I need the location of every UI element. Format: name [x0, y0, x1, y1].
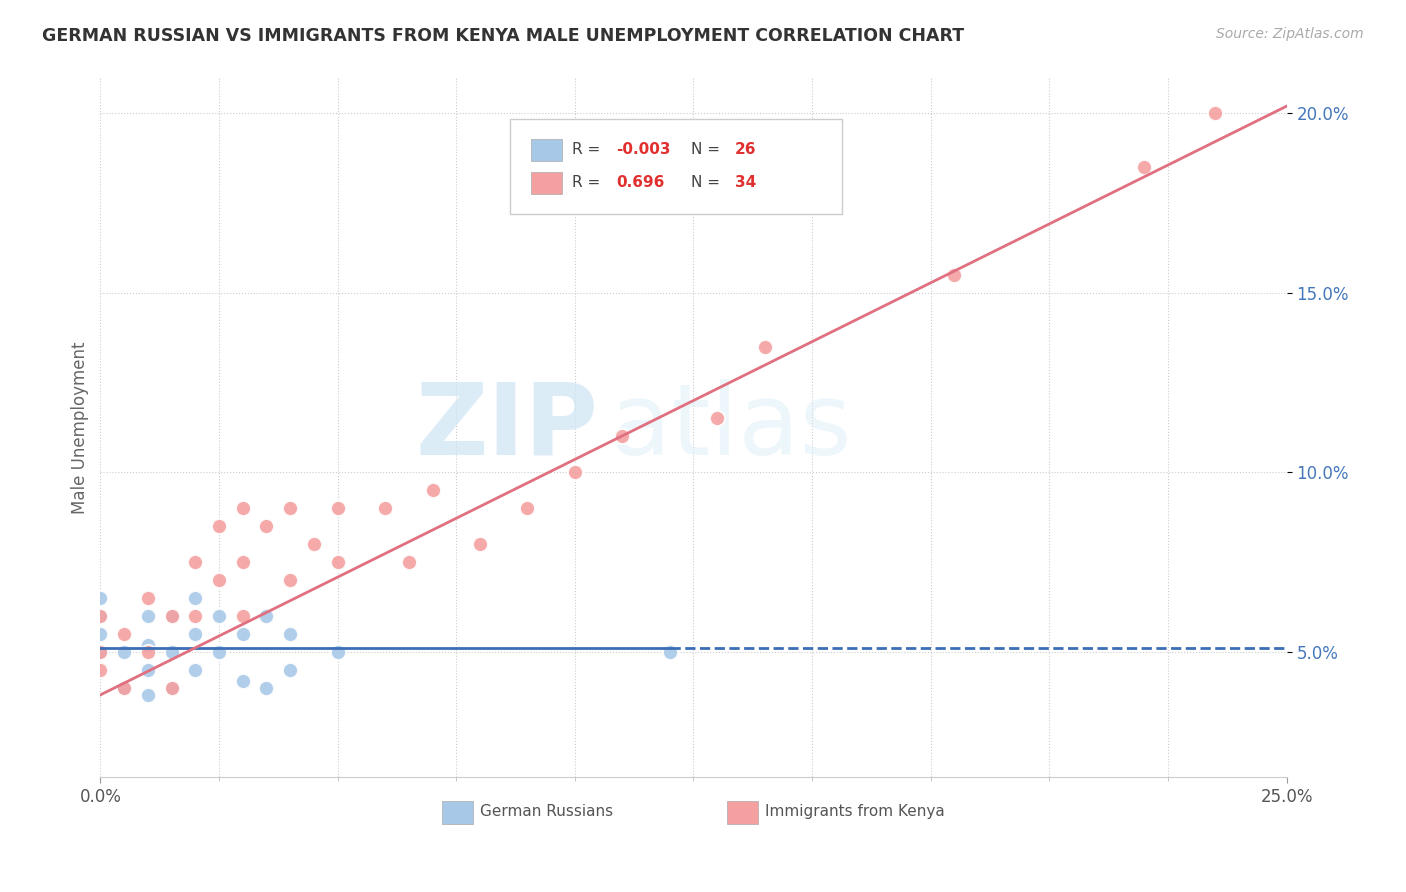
- Point: [160, 608, 183, 623]
- Point: [943, 268, 966, 282]
- Point: [564, 466, 586, 480]
- Point: [754, 340, 776, 354]
- Point: [89, 645, 111, 659]
- FancyBboxPatch shape: [531, 172, 562, 194]
- Point: [422, 483, 444, 498]
- Point: [208, 519, 231, 533]
- Text: -0.003: -0.003: [616, 142, 671, 157]
- Text: atlas: atlas: [610, 379, 852, 476]
- Point: [278, 663, 301, 677]
- Point: [516, 501, 538, 516]
- Point: [326, 555, 349, 569]
- Text: ZIP: ZIP: [416, 379, 599, 476]
- Point: [612, 429, 634, 443]
- FancyBboxPatch shape: [727, 800, 758, 824]
- Point: [136, 645, 159, 659]
- Point: [184, 663, 207, 677]
- Point: [1133, 160, 1156, 174]
- Point: [136, 688, 159, 702]
- Point: [112, 681, 135, 695]
- Point: [468, 537, 491, 551]
- Point: [706, 411, 728, 425]
- Point: [160, 608, 183, 623]
- FancyBboxPatch shape: [441, 800, 472, 824]
- Text: 26: 26: [735, 142, 756, 157]
- Point: [136, 608, 159, 623]
- Point: [232, 555, 254, 569]
- Point: [208, 573, 231, 587]
- Point: [184, 627, 207, 641]
- FancyBboxPatch shape: [531, 139, 562, 161]
- Point: [398, 555, 420, 569]
- Point: [232, 608, 254, 623]
- Point: [278, 501, 301, 516]
- Text: 34: 34: [735, 175, 756, 190]
- Text: GERMAN RUSSIAN VS IMMIGRANTS FROM KENYA MALE UNEMPLOYMENT CORRELATION CHART: GERMAN RUSSIAN VS IMMIGRANTS FROM KENYA …: [42, 27, 965, 45]
- Point: [232, 673, 254, 688]
- Point: [136, 663, 159, 677]
- Point: [1204, 106, 1226, 120]
- Text: Immigrants from Kenya: Immigrants from Kenya: [765, 804, 945, 819]
- Text: R =: R =: [572, 142, 606, 157]
- Text: N =: N =: [692, 142, 725, 157]
- Point: [326, 501, 349, 516]
- Point: [208, 645, 231, 659]
- Point: [208, 608, 231, 623]
- Point: [232, 627, 254, 641]
- Point: [136, 591, 159, 605]
- Point: [658, 645, 681, 659]
- Point: [254, 519, 277, 533]
- Point: [184, 608, 207, 623]
- Point: [160, 645, 183, 659]
- Point: [160, 681, 183, 695]
- Point: [89, 645, 111, 659]
- Point: [136, 638, 159, 652]
- Point: [184, 591, 207, 605]
- Text: R =: R =: [572, 175, 606, 190]
- Point: [254, 608, 277, 623]
- Point: [184, 555, 207, 569]
- Text: German Russians: German Russians: [479, 804, 613, 819]
- Text: N =: N =: [692, 175, 725, 190]
- Point: [89, 627, 111, 641]
- Point: [278, 627, 301, 641]
- Point: [374, 501, 396, 516]
- Point: [112, 627, 135, 641]
- Point: [89, 608, 111, 623]
- Text: 0.696: 0.696: [616, 175, 665, 190]
- Point: [89, 663, 111, 677]
- Point: [160, 681, 183, 695]
- FancyBboxPatch shape: [509, 120, 842, 214]
- Point: [302, 537, 325, 551]
- Point: [112, 645, 135, 659]
- Point: [232, 501, 254, 516]
- Text: Source: ZipAtlas.com: Source: ZipAtlas.com: [1216, 27, 1364, 41]
- Point: [278, 573, 301, 587]
- Y-axis label: Male Unemployment: Male Unemployment: [72, 342, 89, 514]
- Point: [326, 645, 349, 659]
- Point: [89, 608, 111, 623]
- Point: [254, 681, 277, 695]
- Point: [89, 591, 111, 605]
- Point: [112, 681, 135, 695]
